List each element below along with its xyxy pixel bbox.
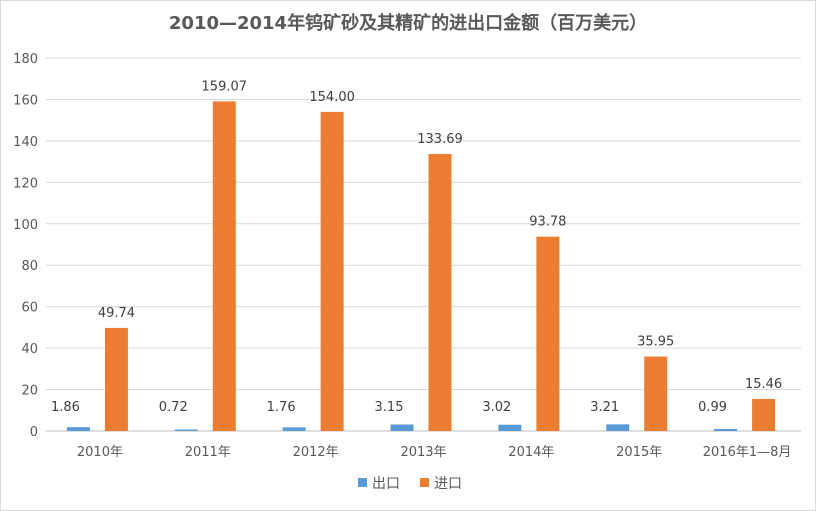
bar-export [174, 429, 198, 431]
bar-export [498, 424, 522, 431]
data-label: 0.72 [159, 400, 188, 415]
bar-export [282, 427, 306, 431]
y-tick-label: 140 [13, 135, 38, 150]
bar-export [390, 424, 414, 431]
bar-export [606, 424, 630, 431]
data-label: 93.78 [529, 215, 566, 230]
x-tick-label: 2010年 [77, 445, 123, 460]
bar-import [752, 398, 776, 431]
axis-layer: 0 20 40 60 80 100 120 140 160 180 2010年 2011年 2012年 2… [13, 52, 791, 460]
x-tick-label: 2014年 [508, 445, 554, 460]
x-tick-label: 2013年 [400, 445, 446, 460]
data-label: 0.99 [698, 400, 727, 415]
data-label: 1.76 [267, 400, 296, 415]
data-label: 154.00 [309, 90, 355, 105]
data-label: 133.69 [417, 132, 463, 147]
y-tick-label: 60 [21, 301, 38, 316]
y-tick-label: 0 [30, 425, 38, 440]
bar-import [536, 236, 560, 431]
y-tick-label: 120 [13, 176, 38, 191]
data-label: 49.74 [98, 306, 135, 321]
legend-label: 出口 [372, 476, 400, 492]
x-tick-label: 2011年 [185, 445, 231, 460]
legend-layer: 出口 进口 [358, 476, 462, 492]
x-tick-label: 2015年 [616, 445, 662, 460]
y-tick-label: 100 [13, 218, 38, 233]
x-tick-label: 2016年1—8月 [703, 445, 792, 460]
labels-layer: 1.86 49.74 0.72 159.07 1.76 154.00 3.15 133.69 3… [51, 79, 782, 415]
bar-export [66, 427, 90, 431]
y-tick-label: 180 [13, 52, 38, 67]
chart-title: 2010—2014年钨矿砂及其精矿的进出口金额（百万美元） [168, 13, 648, 34]
y-tick-label: 80 [21, 259, 38, 274]
data-label: 35.95 [637, 335, 674, 350]
data-label: 159.07 [202, 79, 248, 94]
legend-swatch [358, 478, 367, 487]
bars-layer [66, 101, 776, 432]
x-tick-label: 2012年 [293, 445, 339, 460]
bar-import [320, 111, 344, 431]
bar-import [428, 153, 452, 432]
data-label: 3.15 [375, 400, 404, 415]
data-label: 3.21 [590, 400, 619, 415]
y-tick-label: 160 [13, 93, 38, 108]
bar-import [644, 356, 668, 431]
y-tick-label: 20 [21, 384, 38, 399]
data-label: 1.86 [51, 400, 80, 415]
data-label: 15.46 [745, 377, 782, 392]
y-tick-label: 40 [21, 342, 38, 357]
bar-import [212, 101, 236, 431]
legend-label: 进口 [434, 476, 462, 492]
grid-layer [46, 57, 801, 432]
bar-export [714, 428, 738, 431]
data-label: 3.02 [482, 400, 511, 415]
bar-import [104, 327, 128, 431]
legend-swatch [420, 478, 429, 487]
